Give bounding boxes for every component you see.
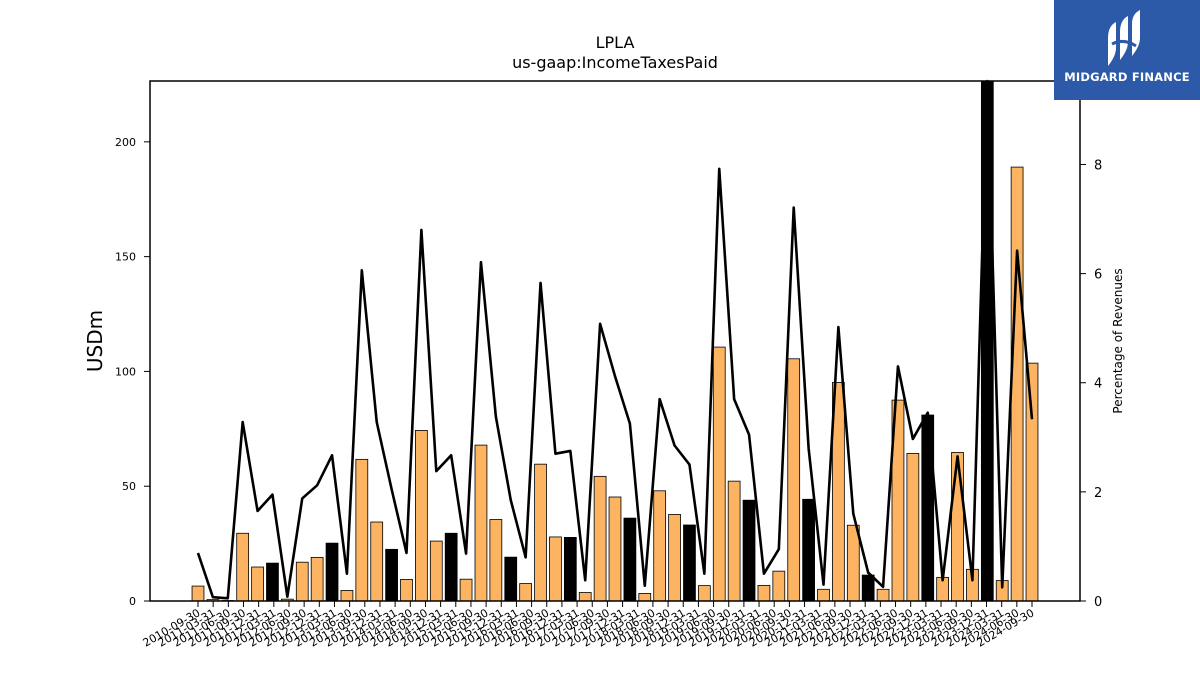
bar-series	[191, 80, 1039, 602]
bar	[772, 570, 786, 602]
bar	[593, 475, 607, 602]
bar	[698, 585, 711, 602]
bar	[802, 498, 815, 602]
y-tick-label: 100	[115, 365, 136, 378]
bar	[876, 588, 890, 602]
bar	[191, 585, 205, 602]
y2-axis-label: Percentage of Revenues	[1111, 268, 1125, 413]
y2-tick-label: 4	[1094, 377, 1102, 392]
bar	[668, 514, 681, 602]
y2-tick-label: 6	[1094, 268, 1102, 283]
bar	[549, 536, 562, 602]
bar	[355, 458, 369, 602]
bar	[1025, 362, 1039, 602]
bar	[429, 540, 443, 602]
bar	[1010, 166, 1024, 602]
bar	[489, 519, 503, 602]
plot-frame	[149, 80, 1081, 602]
chart-subtitle: us-gaap:IncomeTaxesPaid	[512, 53, 718, 72]
bar	[504, 556, 518, 602]
bar	[712, 346, 726, 602]
midgard-m-logo-icon	[1108, 10, 1140, 66]
bar	[757, 584, 771, 602]
bar	[340, 590, 354, 602]
bar	[906, 452, 920, 602]
line-path	[196, 79, 1034, 600]
logo-text: MIDGARD FINANCE	[1064, 70, 1190, 84]
bar	[787, 358, 801, 602]
logo: MIDGARD FINANCE	[1054, 0, 1200, 100]
bar	[683, 524, 696, 602]
bar	[653, 490, 667, 602]
bar	[400, 579, 413, 602]
y-tick-label: 50	[122, 480, 136, 493]
bar	[534, 463, 547, 602]
y-axis-label: USDm	[83, 310, 107, 372]
bar	[861, 574, 875, 602]
bar	[251, 566, 264, 602]
y-tick-label: 200	[115, 136, 136, 149]
bar	[921, 414, 935, 602]
x-axis-ticks: 2010-09-302011-03-312011-06-302011-09-30…	[141, 601, 1037, 650]
bar	[444, 532, 458, 602]
bar	[236, 532, 250, 602]
bar	[415, 430, 428, 602]
bar	[578, 592, 592, 602]
y2-tick-label: 8	[1094, 158, 1102, 173]
bar	[608, 496, 622, 602]
bar	[310, 556, 324, 602]
bar	[385, 548, 398, 602]
bar	[817, 588, 830, 602]
y2-tick-label: 0	[1094, 595, 1102, 610]
bar	[742, 499, 756, 602]
y2-tick-label: 2	[1094, 486, 1102, 501]
bar	[563, 537, 577, 602]
bar	[519, 583, 533, 602]
bar	[980, 80, 994, 602]
bar	[370, 521, 384, 602]
y-tick-label: 150	[115, 251, 136, 264]
bar	[623, 517, 637, 602]
bar	[951, 452, 964, 602]
y-tick-label: 0	[129, 595, 136, 608]
bar	[459, 578, 473, 602]
bar	[325, 542, 339, 602]
axes: 0 50 100 150 200 0 2 4 6 8	[115, 80, 1102, 610]
bar	[266, 562, 279, 602]
bar	[295, 561, 309, 602]
bar	[727, 480, 741, 602]
line-series	[196, 79, 1034, 600]
chart-title: LPLA	[596, 33, 635, 52]
bar	[474, 444, 488, 602]
bar	[846, 524, 860, 602]
bar	[638, 593, 652, 602]
